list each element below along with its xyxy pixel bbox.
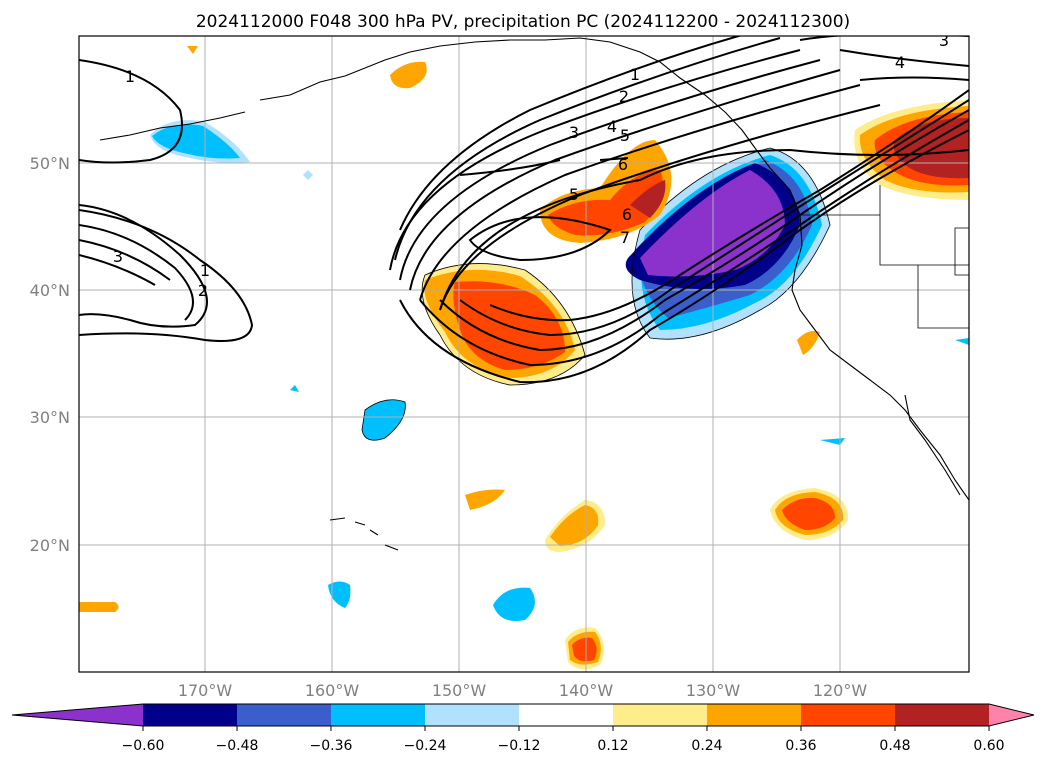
baja-coast bbox=[904, 394, 961, 496]
contour-label: 5 bbox=[620, 126, 630, 145]
colorbar-tick-label: 0.24 bbox=[691, 738, 722, 754]
lon-label: 130°W bbox=[686, 681, 741, 700]
contour-label: 1 bbox=[200, 261, 210, 280]
colorbar-tick-label: −0.48 bbox=[216, 738, 259, 754]
hawaii-islands bbox=[329, 517, 399, 551]
latitude-labels: 50°N 40°N 30°N 20°N bbox=[30, 154, 70, 555]
colorbar-segment bbox=[331, 704, 426, 726]
map-frame bbox=[78, 35, 970, 673]
contour-label: 3 bbox=[113, 247, 123, 266]
contour-label: 4 bbox=[895, 53, 905, 72]
colorbar-tick-label: 0.12 bbox=[597, 738, 628, 754]
contour-label: 5 bbox=[569, 185, 579, 204]
colorbar-segment bbox=[801, 704, 896, 726]
us-borders bbox=[800, 185, 969, 329]
colorbar-segment bbox=[707, 704, 802, 726]
west-coast bbox=[754, 147, 969, 501]
colorbar-segment bbox=[143, 704, 238, 726]
graticule bbox=[79, 36, 969, 672]
lon-label: 160°W bbox=[305, 681, 360, 700]
alaska-coast bbox=[259, 37, 756, 149]
contour-label: 2 bbox=[619, 87, 629, 106]
colorbar-tick-label: −0.36 bbox=[310, 738, 353, 754]
colorbar-tick-label: −0.12 bbox=[498, 738, 541, 754]
pv-contour-1 bbox=[399, 36, 743, 231]
lat-label: 20°N bbox=[30, 536, 70, 555]
lon-label: 140°W bbox=[559, 681, 614, 700]
longitude-labels: 170°W 160°W 150°W 140°W 130°W 120°W bbox=[178, 681, 868, 700]
coastlines bbox=[99, 37, 969, 551]
contour-label: 1 bbox=[630, 65, 640, 84]
contour-label: 3 bbox=[939, 31, 949, 50]
figure-title: 2024112000 F048 300 hPa PV, precipitatio… bbox=[196, 12, 850, 32]
contour-label: 6 bbox=[622, 205, 632, 224]
colorbar-segment bbox=[519, 704, 614, 726]
colorbar-segment bbox=[613, 704, 708, 726]
colorbar-segment bbox=[425, 704, 520, 726]
contour-label: 1 bbox=[125, 67, 135, 86]
lon-label: 170°W bbox=[178, 681, 233, 700]
map-panel: 1 1 2 3 1 2 3 4 5 6 5 6 7 4 3 bbox=[79, 31, 969, 672]
lon-label: 150°W bbox=[432, 681, 487, 700]
colorbar-tick-label: 0.60 bbox=[973, 738, 1004, 754]
lat-label: 50°N bbox=[30, 154, 70, 173]
contour-label: 4 bbox=[607, 117, 617, 136]
contour-label: 6 bbox=[618, 155, 628, 174]
colorbar-tick-label: −0.60 bbox=[122, 738, 165, 754]
contour-label: 3 bbox=[569, 123, 579, 142]
pv-contours bbox=[79, 36, 969, 384]
pv-contour-labels: 1 1 2 3 1 2 3 4 5 6 5 6 7 4 3 bbox=[113, 31, 949, 300]
colorbar-extend-low bbox=[12, 704, 143, 726]
colorbar-tick-label: −0.24 bbox=[404, 738, 447, 754]
lat-label: 40°N bbox=[30, 281, 70, 300]
aleutian-islands bbox=[99, 111, 246, 141]
contour-label: 7 bbox=[620, 228, 630, 247]
negative-precip-blob-30n bbox=[362, 399, 406, 441]
colorbar-extend-high bbox=[989, 704, 1034, 726]
lat-label: 30°N bbox=[30, 408, 70, 427]
lon-label: 120°W bbox=[813, 681, 868, 700]
colorbar-tick-label: 0.48 bbox=[879, 738, 910, 754]
contour-label: 2 bbox=[198, 281, 208, 300]
colorbar-segment bbox=[895, 704, 990, 726]
colorbar-segment bbox=[237, 704, 332, 726]
colorbar-tick-label: 0.36 bbox=[785, 738, 816, 754]
colorbar: −0.60 −0.48 −0.36 −0.24 −0.12 0.12 0.24 0.36 0.4… bbox=[11, 703, 1035, 754]
